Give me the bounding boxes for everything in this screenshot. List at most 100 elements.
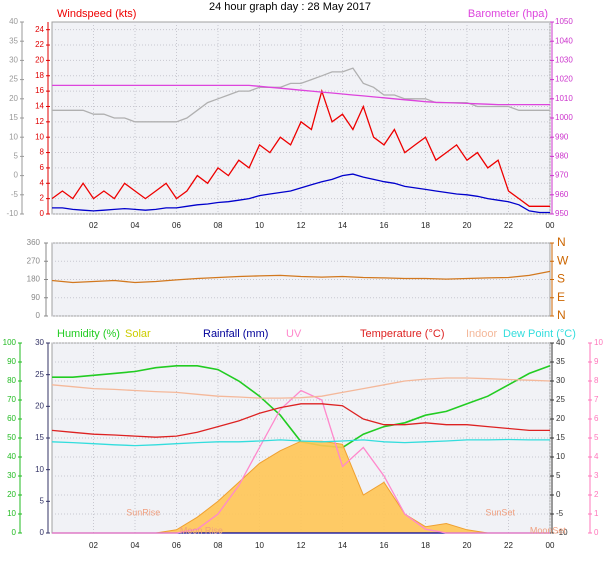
- x-tick-label: 18: [421, 221, 430, 230]
- y-tick-label: 12: [35, 117, 44, 126]
- y3-tick-label: 15: [9, 113, 18, 122]
- legend-label: Temperature (°C): [360, 328, 444, 340]
- y4-tick-label: 10: [594, 338, 603, 347]
- y-tick-label: 0: [40, 209, 45, 218]
- legend-label: Windspeed (kts): [57, 8, 136, 20]
- y2-tick-label: S: [557, 272, 565, 286]
- y3-tick-label: 20: [9, 94, 18, 103]
- y2-tick-label: 20: [556, 414, 565, 423]
- y-tick-label: 6: [40, 163, 45, 172]
- y2-tick-label: 35: [556, 357, 565, 366]
- legend-label: Indoor: [466, 328, 498, 340]
- x-tick-label: 16: [380, 541, 389, 550]
- annotation: MoonSet: [530, 525, 567, 535]
- y2-tick-label: 1040: [555, 36, 573, 45]
- y2-tick-label: -5: [556, 509, 564, 518]
- series-line: [51, 377, 551, 399]
- y2-tick-label: 1050: [555, 17, 573, 26]
- series-line: [51, 270, 551, 284]
- x-tick-label: 02: [89, 541, 98, 550]
- y2-tick-label: 990: [555, 132, 569, 141]
- x-tick-label: 00: [546, 221, 555, 230]
- y2-tick-label: 0: [556, 490, 561, 499]
- y3-tick-label: 25: [35, 370, 44, 379]
- legend-label: Rainfall (mm): [203, 328, 268, 340]
- x-tick-label: 08: [214, 221, 223, 230]
- y3-tick-label: 25: [9, 75, 18, 84]
- y2-tick-label: 40: [556, 338, 565, 347]
- y-tick-label: 90: [7, 357, 16, 366]
- x-tick-label: 10: [255, 541, 264, 550]
- series-line: [52, 84, 550, 106]
- y4-tick-label: 9: [594, 357, 599, 366]
- y-tick-label: 22: [35, 40, 44, 49]
- y2-tick-label: N: [557, 308, 566, 322]
- y3-tick-label: 0: [14, 171, 19, 180]
- series-line: [51, 88, 550, 207]
- x-tick-label: 14: [338, 221, 347, 230]
- y-tick-label: 2: [40, 194, 45, 203]
- legend-label: Dew Point (°C): [503, 328, 576, 340]
- y-tick-label: 10: [35, 132, 44, 141]
- y-tick-label: 18: [35, 71, 44, 80]
- legend-label: Solar: [125, 328, 151, 340]
- series-line: [52, 67, 550, 123]
- y-tick-label: 8: [40, 148, 45, 157]
- x-tick-label: 22: [504, 221, 513, 230]
- y2-tick-label: 1000: [555, 113, 573, 122]
- y-tick-label: 20: [35, 56, 44, 65]
- y3-tick-label: 30: [9, 56, 18, 65]
- y-tick-label: 180: [27, 275, 41, 284]
- series-line: [51, 403, 550, 438]
- y3-tick-label: 0: [40, 528, 45, 537]
- y-tick-label: 270: [27, 256, 41, 265]
- y-tick-label: 70: [7, 395, 16, 404]
- y-tick-label: 0: [36, 311, 41, 320]
- x-tick-label: 04: [131, 541, 140, 550]
- y2-tick-label: -10: [556, 528, 568, 537]
- y2-tick-label: E: [557, 290, 565, 304]
- y-tick-label: 30: [7, 471, 16, 480]
- x-tick-label: 18: [421, 541, 430, 550]
- series-line: [52, 173, 550, 214]
- y2-tick-label: 1030: [555, 56, 573, 65]
- y-tick-label: 60: [7, 414, 16, 423]
- x-tick-label: 16: [380, 221, 389, 230]
- x-tick-label: 10: [255, 221, 264, 230]
- y4-tick-label: 5: [594, 433, 599, 442]
- y3-tick-label: 15: [35, 433, 44, 442]
- y4-tick-label: 2: [594, 490, 599, 499]
- x-tick-label: 08: [214, 541, 223, 550]
- y3-tick-label: 10: [9, 132, 18, 141]
- y-tick-label: 14: [35, 102, 44, 111]
- y-tick-label: 4: [40, 178, 45, 187]
- x-tick-label: 06: [172, 221, 181, 230]
- y3-tick-label: 30: [35, 338, 44, 347]
- legend-label: UV: [286, 328, 302, 340]
- y3-tick-label: 5: [40, 496, 45, 505]
- y3-tick-label: 5: [14, 152, 19, 161]
- y4-tick-label: 1: [594, 509, 599, 518]
- series-line: [51, 438, 550, 447]
- y-tick-label: 24: [35, 25, 44, 34]
- y2-tick-label: 960: [555, 190, 569, 199]
- y-tick-label: 90: [31, 293, 40, 302]
- y3-tick-label: -10: [6, 209, 18, 218]
- y4-tick-label: 3: [594, 471, 599, 480]
- y4-tick-label: 8: [594, 376, 599, 385]
- y4-tick-label: 7: [594, 395, 599, 404]
- x-tick-label: 06: [172, 541, 181, 550]
- y3-tick-label: 40: [9, 17, 18, 26]
- y3-tick-label: 10: [35, 465, 44, 474]
- y-tick-label: 10: [7, 509, 16, 518]
- y-tick-label: 360: [27, 238, 41, 247]
- y2-tick-label: 30: [556, 376, 565, 385]
- y2-tick-label: 1010: [555, 94, 573, 103]
- x-tick-label: 12: [297, 221, 306, 230]
- series-line: [52, 389, 550, 534]
- y2-tick-label: 970: [555, 171, 569, 180]
- x-tick-label: 02: [89, 221, 98, 230]
- y-tick-label: 0: [12, 528, 17, 537]
- y2-tick-label: 5: [556, 471, 561, 480]
